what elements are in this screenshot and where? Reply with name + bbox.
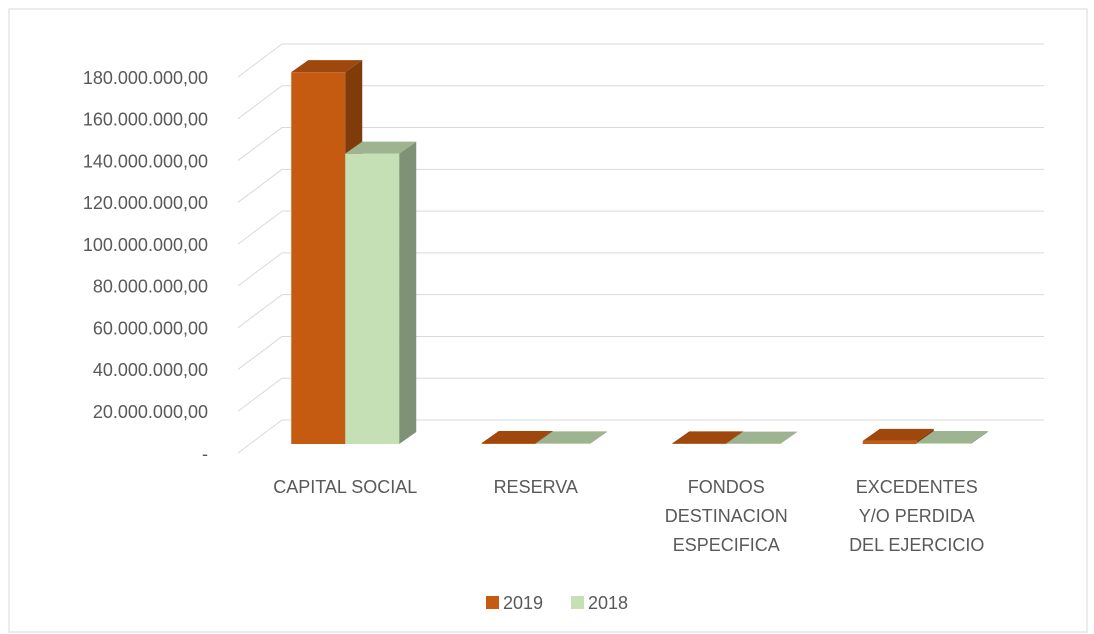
- bar-top: [535, 431, 607, 444]
- grid-line-side: [237, 43, 283, 78]
- bar-front: [345, 153, 400, 444]
- x-tick-label: EXCEDENTES Y/O PERDIDA DEL EJERCICIO: [849, 477, 985, 555]
- bar-top: [726, 431, 798, 444]
- bar-top: [345, 141, 417, 154]
- bar-top: [481, 430, 553, 443]
- legend-swatch: [571, 596, 584, 609]
- y-tick-label: 80.000.000,00: [93, 277, 208, 297]
- grid-line-side: [237, 210, 283, 245]
- x-tick-label: FONDOS DESTINACION ESPECIFICA: [664, 477, 788, 555]
- grid-line-side: [237, 294, 283, 329]
- legend-swatch: [486, 596, 499, 609]
- bar-side: [589, 431, 607, 444]
- x-tick-label: RESERVA: [493, 477, 578, 497]
- grid-line-side: [237, 252, 283, 287]
- grid-line-side: [237, 377, 283, 412]
- x-tick-label: CAPITAL SOCIAL: [273, 477, 418, 497]
- y-tick-label: 100.000.000,00: [83, 235, 208, 255]
- legend-label: 2018: [588, 593, 628, 613]
- bar-top: [291, 60, 363, 73]
- y-tick-label: 160.000.000,00: [83, 110, 208, 130]
- grid-line-side: [237, 168, 283, 203]
- chart-border: [8, 8, 1088, 633]
- grid-line-side: [237, 336, 283, 370]
- bar-side: [780, 431, 798, 444]
- legend-label: 2019: [503, 593, 543, 613]
- y-tick-label: -: [202, 444, 208, 464]
- y-tick-label: 60.000.000,00: [93, 318, 208, 338]
- bar-side: [399, 141, 417, 444]
- y-tick-label: 140.000.000,00: [83, 151, 208, 171]
- bar-front: [535, 443, 590, 444]
- grid-line-side: [237, 127, 283, 161]
- y-tick-label: 20.000.000,00: [93, 402, 208, 422]
- bar-side: [970, 430, 988, 444]
- grid-line-side: [237, 85, 283, 120]
- bar-front: [291, 72, 346, 444]
- y-tick-label: 120.000.000,00: [83, 193, 208, 213]
- bar-front: [481, 442, 536, 444]
- bar-top: [862, 428, 934, 441]
- y-tick-label: 40.000.000,00: [93, 360, 208, 380]
- bar-top: [672, 431, 744, 444]
- bar-front: [672, 443, 727, 444]
- bar-top: [916, 430, 988, 443]
- grid-line-side: [237, 419, 283, 454]
- bar-front: [862, 440, 917, 444]
- bar-front: [916, 442, 971, 444]
- y-tick-label: 180.000.000,00: [83, 68, 208, 88]
